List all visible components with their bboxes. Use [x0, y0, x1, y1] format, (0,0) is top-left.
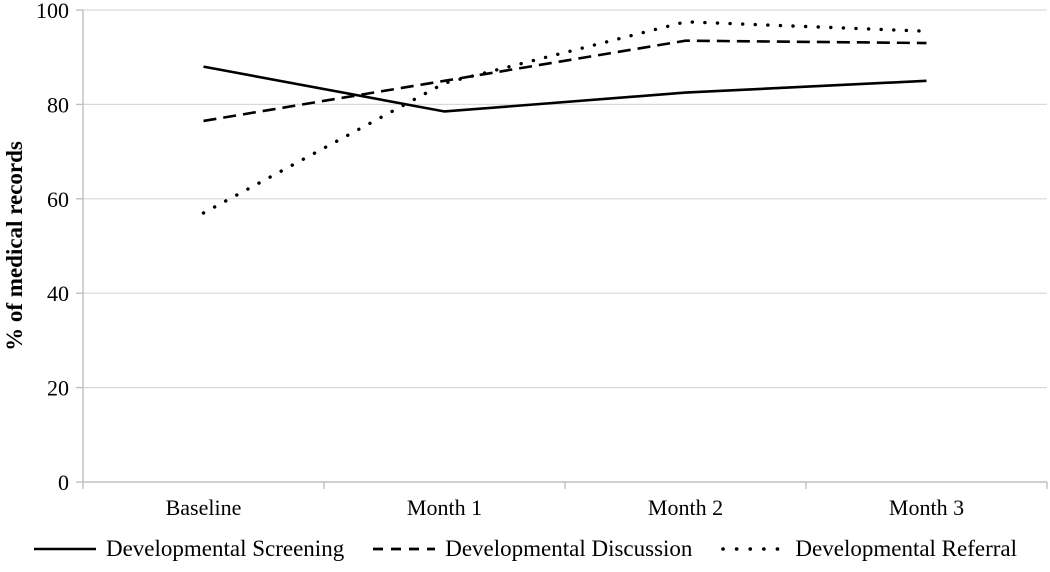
legend: Developmental Screening Developmental Di… — [0, 535, 1050, 563]
legend-label-discussion: Developmental Discussion — [445, 536, 693, 561]
legend-label-referral: Developmental Referral — [795, 536, 1018, 561]
plot-area: 0 20 40 60 80 100 Baseline Month 1 Month 2 Month … — [2, 0, 1048, 520]
y-tick-label: 0 — [58, 470, 69, 495]
dashed-line-sample — [373, 547, 436, 551]
y-tick-label: 20 — [47, 376, 69, 401]
x-category-label: Baseline — [166, 495, 242, 520]
legend-item-referral: Developmental Referral — [720, 535, 1017, 563]
y-tick-label: 40 — [47, 281, 69, 306]
legend-item-screening: Developmental Screening — [33, 535, 344, 563]
y-tick-label: 100 — [36, 0, 69, 23]
x-category-label: Month 1 — [407, 495, 482, 520]
solid-line-sample — [33, 547, 96, 551]
legend-item-discussion: Developmental Discussion — [372, 535, 692, 563]
y-tick-label: 60 — [47, 187, 69, 212]
series-line-developmental-referral — [201, 20, 929, 215]
legend-label-screening: Developmental Screening — [105, 536, 345, 561]
series-line-developmental-discussion — [203, 39, 927, 123]
y-axis-title: % of medical records — [2, 141, 27, 351]
series-line-developmental-screening — [203, 65, 927, 113]
y-tick-label: 80 — [47, 92, 69, 117]
dotted-line-sample — [721, 546, 787, 551]
x-category-label: Month 3 — [889, 495, 964, 520]
x-category-label: Month 2 — [648, 495, 723, 520]
